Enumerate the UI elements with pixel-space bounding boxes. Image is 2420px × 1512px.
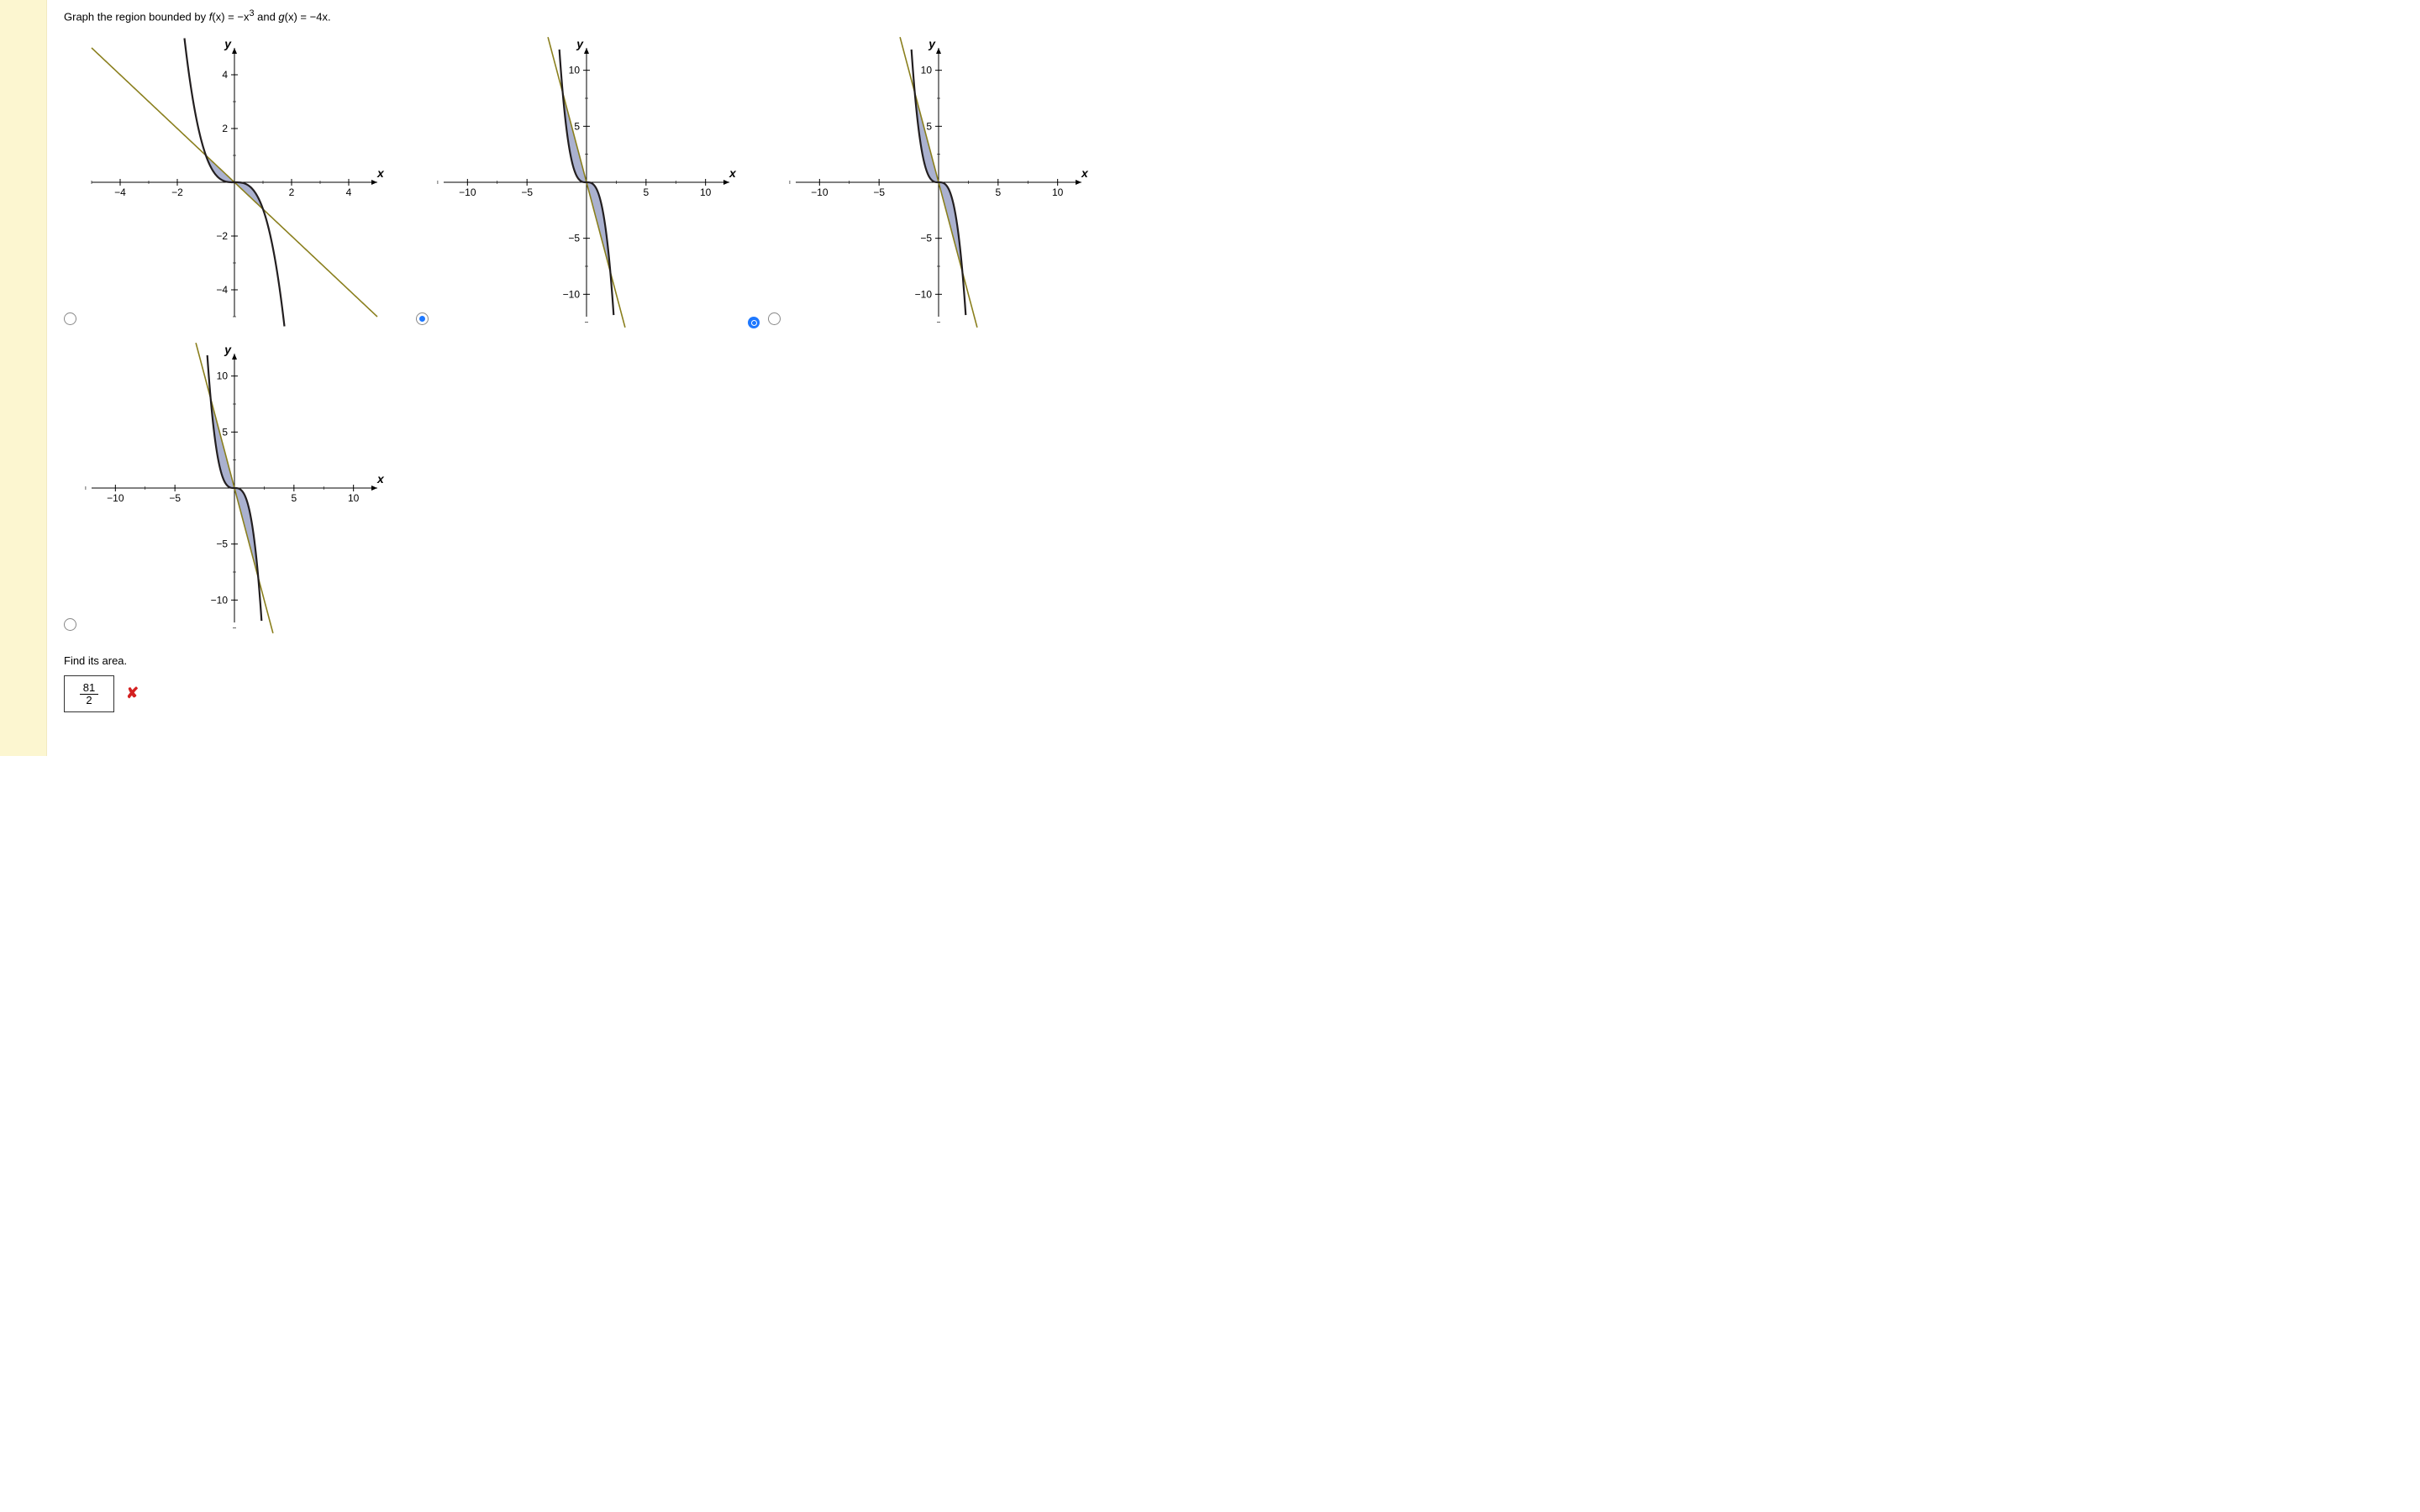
svg-text:4: 4	[346, 186, 352, 198]
svg-text:−4: −4	[216, 284, 228, 296]
option-c[interactable]: −10 −5 5 10 −10 −5 5 10 x y	[768, 31, 1112, 333]
prompt-suffix: .	[328, 10, 331, 23]
svg-text:−10: −10	[459, 186, 476, 198]
radio-a[interactable]	[64, 312, 76, 325]
svg-text:y: y	[576, 37, 584, 50]
f-arg: (x) = −x	[212, 10, 249, 23]
area-answer-box[interactable]: 81 2	[64, 675, 114, 711]
svg-text:−10: −10	[811, 186, 829, 198]
svg-text:5: 5	[643, 186, 649, 198]
question-prompt: Graph the region bounded by f(x) = −x3 a…	[64, 8, 2403, 23]
radio-b[interactable]	[416, 312, 429, 325]
svg-text:−2: −2	[216, 230, 228, 242]
radio-d[interactable]	[64, 618, 76, 631]
radio-c[interactable]	[768, 312, 781, 325]
svg-text:−10: −10	[107, 492, 124, 504]
svg-text:2: 2	[289, 186, 295, 198]
svg-text:5: 5	[995, 186, 1001, 198]
svg-text:10: 10	[1052, 186, 1064, 198]
option-b[interactable]: −10 −5 5 10 −10 −5 5 10 x y	[416, 31, 760, 333]
area-denominator: 2	[82, 695, 95, 706]
prompt-prefix: Graph the region bounded by	[64, 10, 209, 23]
svg-text:x: x	[376, 166, 385, 180]
option-a[interactable]: −4 −2 2 4 −4 −2 2 4 x y	[64, 31, 408, 333]
question-content: Graph the region bounded by f(x) = −x3 a…	[47, 0, 2420, 756]
svg-text:−5: −5	[920, 233, 932, 244]
svg-text:y: y	[224, 343, 232, 356]
svg-text:5: 5	[574, 121, 580, 133]
svg-text:10: 10	[921, 65, 933, 76]
options-row-1: −4 −2 2 4 −4 −2 2 4 x y −10 −5 5 10 −10 −5 5 10 x y −10 −5 5…	[64, 31, 2403, 333]
svg-text:10: 10	[348, 492, 360, 504]
g-label: g	[278, 10, 284, 23]
prompt-mid: and	[257, 10, 278, 23]
option-d[interactable]: −10 −5 5 10 −10 −5 5 10 x y	[64, 337, 408, 639]
selected-badge-icon	[748, 317, 760, 328]
question-sidebar	[0, 0, 47, 756]
svg-text:x: x	[729, 166, 737, 180]
svg-text:10: 10	[700, 186, 712, 198]
svg-text:5: 5	[291, 492, 297, 504]
svg-text:−10: −10	[915, 289, 933, 301]
graph-d: −10 −5 5 10 −10 −5 5 10 x y	[83, 337, 386, 639]
svg-text:10: 10	[217, 370, 229, 382]
svg-text:−4: −4	[114, 186, 126, 198]
svg-text:−2: −2	[171, 186, 183, 198]
answer-row: 81 2 ✘	[64, 675, 2403, 711]
incorrect-icon: ✘	[126, 685, 139, 702]
svg-text:−5: −5	[873, 186, 885, 198]
g-eq: (x) = −4x	[285, 10, 328, 23]
area-numerator: 81	[80, 682, 98, 695]
svg-text:−5: −5	[521, 186, 533, 198]
svg-text:−10: −10	[563, 289, 581, 301]
svg-text:2: 2	[222, 123, 228, 134]
svg-text:−5: −5	[169, 492, 181, 504]
area-prompt: Find its area.	[64, 654, 2403, 667]
graph-c: −10 −5 5 10 −10 −5 5 10 x y	[787, 31, 1090, 333]
svg-text:−10: −10	[211, 595, 229, 606]
svg-text:10: 10	[569, 65, 581, 76]
svg-text:−5: −5	[568, 233, 580, 244]
area-section: Find its area. 81 2 ✘	[64, 654, 2403, 711]
svg-text:5: 5	[222, 427, 228, 438]
options-row-2: −10 −5 5 10 −10 −5 5 10 x y	[64, 337, 2403, 639]
f-exponent: 3	[249, 8, 254, 18]
svg-text:4: 4	[222, 69, 228, 81]
svg-text:x: x	[1081, 166, 1089, 180]
svg-text:y: y	[928, 37, 936, 50]
svg-text:x: x	[376, 472, 385, 486]
svg-text:−5: −5	[216, 538, 228, 550]
graph-a: −4 −2 2 4 −4 −2 2 4 x y	[83, 31, 386, 333]
graph-b: −10 −5 5 10 −10 −5 5 10 x y	[435, 31, 738, 333]
svg-text:5: 5	[926, 121, 932, 133]
area-fraction: 81 2	[80, 682, 98, 706]
svg-text:y: y	[224, 37, 232, 50]
